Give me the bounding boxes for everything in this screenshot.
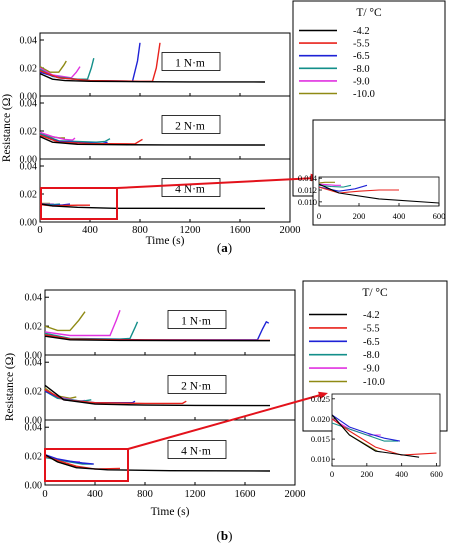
panel-b: 0.000.020.041 N·m0.000.020.042 N·m0.000.… [4,281,447,518]
subplot-a-1: 0.000.020.041 N·m [20,33,291,103]
legend-label--6.5: -6.5 [363,337,380,348]
y-tick-label: 0.00 [20,218,38,229]
inset-y-tick-label: 0.010 [298,197,317,207]
inset-x-tick-label: 0 [317,211,321,221]
x-tick-label: 400 [87,489,103,500]
y-tick-label: 0.04 [25,358,43,369]
subplot-label: 1 N·m [181,316,211,328]
y-tick-label: 0.02 [20,190,38,201]
x-axis-label: Time (s) [151,506,190,518]
x-tick-label: 0 [42,489,47,500]
legend-label--10.0: -10.0 [363,377,385,388]
legend-label--4.2: -4.2 [363,310,380,321]
subplot-b-2: 0.000.020.042 N·m [25,355,296,427]
legend-label--5.5: -5.5 [353,39,370,50]
inset-x-tick-label: 0 [330,469,334,479]
y-axis-label: Resistance (Ω) [1,94,13,162]
y-tick-label: 0.04 [20,162,38,173]
x-tick-label: 2000 [280,225,301,236]
y-tick-label: 0.02 [20,64,38,75]
subplot-label: 1 N·m [175,58,205,70]
x-tick-label: 1600 [235,489,256,500]
y-tick-label: 0.04 [25,293,43,304]
inset-y-tick-label: 0.012 [298,185,317,195]
legend-label--5.5: -5.5 [363,323,380,334]
subplot-b-1: 0.000.020.041 N·m [25,290,296,362]
panel-a: 0.000.020.041 N·m0.000.020.042 N·m0.000.… [1,1,445,247]
legend-label--10.0: -10.0 [353,89,375,100]
inset-x-tick-label: 600 [430,469,443,479]
legend-label--6.5: -6.5 [353,51,370,62]
inset-x-tick-label: 600 [433,211,446,221]
y-tick-label: 0.00 [25,481,43,492]
subplot-label: 2 N·m [181,381,211,393]
caption-a: (a) [0,240,449,256]
y-tick-label: 0.02 [25,452,43,463]
legend-title: T/ °C [356,7,382,19]
inset-y-tick-label: 0.015 [311,434,330,444]
y-tick-label: 0.02 [25,387,43,398]
caption-b: (b) [0,528,449,544]
inset-a: 0.010 0.012 0.014 0 200 400 600 [298,120,446,225]
y-tick-label: 0.02 [25,322,43,333]
x-tick-label: 400 [82,225,98,236]
y-tick-label: 0.04 [20,99,38,110]
legend-label--8.0: -8.0 [363,350,380,361]
legend-label--9.0: -9.0 [353,76,370,87]
inset-x-tick-label: 400 [393,211,406,221]
legend-label--9.0: -9.0 [363,364,380,375]
x-tick-label: 2000 [285,489,306,500]
y-tick-label: 0.04 [20,36,38,47]
y-tick-label: 0.02 [20,127,38,138]
caption-b-close: ) [228,528,232,543]
x-tick-label: 1200 [185,489,206,500]
legend-title: T/ °C [362,287,388,299]
caption-a-close: ) [228,240,232,255]
x-tick-label: 0 [37,225,42,236]
x-tick-label: 1600 [230,225,251,236]
subplot-label: 4 N·m [181,446,211,458]
legend-label--8.0: -8.0 [353,64,370,75]
legend-label--4.2: -4.2 [353,26,370,37]
inset-x-tick-label: 400 [395,469,408,479]
inset-outer-frame [313,120,445,225]
inset-x-tick-label: 200 [353,211,366,221]
inset-y-tick-label: 0.014 [298,173,318,183]
inset-y-tick-label: 0.020 [311,414,330,424]
y-axis-label: Resistance (Ω) [4,353,16,421]
inset-y-tick-label: 0.010 [311,454,330,464]
x-tick-label: 800 [137,489,153,500]
subplot-label: 2 N·m [175,121,205,133]
inset-series-line--10.0 [319,182,335,183]
y-tick-label: 0.04 [25,423,43,434]
inset-y-tick-label: 0.025 [311,394,330,404]
inset-x-tick-label: 200 [360,469,373,479]
subplot-a-2: 0.000.020.042 N·m [20,96,291,166]
